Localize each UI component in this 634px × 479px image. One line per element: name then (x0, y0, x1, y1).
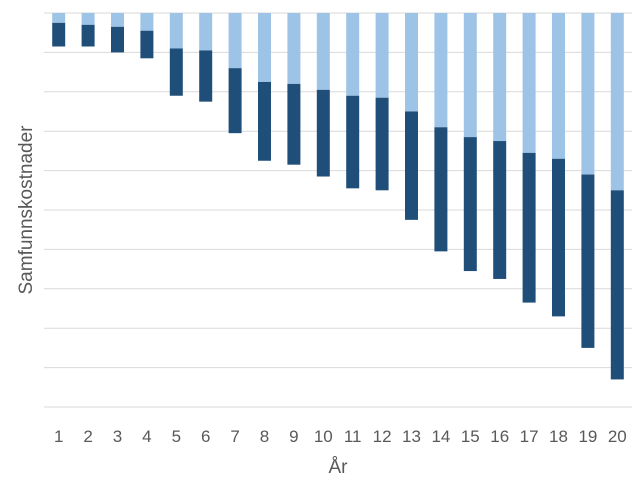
bar-series-1-year-20 (610, 13, 624, 191)
bar-series-2-year-13 (405, 111, 418, 220)
bar-series-2-year-5 (169, 48, 183, 96)
bar-series-1-year-11 (346, 13, 360, 96)
x-tick-label: 16 (490, 427, 509, 446)
bar-series-2-year-2 (81, 24, 95, 47)
bar-series-2-year-17 (522, 152, 536, 303)
x-tick-label: 2 (83, 427, 92, 446)
bar-series-1-year-12 (375, 13, 389, 98)
bar-series-1-year-9 (287, 13, 301, 84)
bar-series-1-year-7 (228, 13, 242, 69)
bar-series-2-year-18 (552, 158, 565, 317)
bars (52, 13, 624, 380)
bar-series-2-year-7 (228, 68, 242, 134)
x-tick-labels: 1 2 3 4 5 6 7 8 9 10 11 12 13 14 15 16 17 18 19 20 (54, 427, 627, 446)
bar-series-2-year-10 (316, 89, 330, 177)
bar-series-1-year-6 (199, 13, 213, 51)
x-tick-label: 15 (461, 427, 480, 446)
bar-series-1-year-18 (552, 13, 565, 159)
x-tick-label: 19 (578, 427, 597, 446)
bar-series-2-year-15 (463, 137, 477, 272)
bar-series-1-year-15 (463, 13, 477, 138)
bar-series-2-year-12 (375, 97, 389, 191)
bar-series-2-year-1 (52, 22, 66, 47)
x-tick-label: 13 (402, 427, 421, 446)
gridlines (44, 12, 632, 408)
bar-series-2-year-6 (199, 50, 213, 102)
x-tick-label: 5 (172, 427, 181, 446)
y-axis-title: Samfunnskostnader (16, 125, 37, 295)
x-tick-label: 10 (314, 427, 333, 446)
x-tick-label: 1 (54, 427, 63, 446)
x-tick-label: 12 (373, 427, 392, 446)
bar-series-1-year-19 (581, 13, 595, 175)
x-tick-label: 18 (549, 427, 568, 446)
bar-series-2-year-19 (581, 174, 595, 348)
bar-series-2-year-20 (610, 190, 624, 380)
bar-series-1-year-16 (493, 13, 507, 142)
bar-series-1-year-14 (434, 13, 448, 128)
x-tick-label: 20 (608, 427, 627, 446)
x-tick-label: 11 (344, 427, 362, 446)
bar-series-2-year-14 (434, 127, 448, 252)
x-axis-title: År (329, 457, 349, 478)
bar-series-2-year-9 (287, 83, 301, 165)
bar-series-1-year-4 (140, 13, 154, 31)
x-tick-label: 7 (230, 427, 239, 446)
bar-series-1-year-8 (258, 13, 271, 82)
x-tick-label: 3 (113, 427, 122, 446)
x-tick-label: 17 (520, 427, 539, 446)
bar-series-2-year-4 (140, 30, 154, 59)
x-tick-label: 8 (260, 427, 269, 446)
bar-series-1-year-1 (52, 13, 66, 23)
bar-series-1-year-5 (169, 13, 183, 49)
x-tick-label: 4 (142, 427, 151, 446)
x-tick-label: 9 (289, 427, 298, 446)
x-tick-label: 14 (431, 427, 450, 446)
x-tick-label: 6 (201, 427, 210, 446)
bar-series-1-year-2 (81, 13, 95, 25)
bar-series-1-year-3 (111, 13, 124, 27)
bar-series-1-year-13 (405, 13, 418, 112)
bar-series-2-year-11 (346, 95, 360, 189)
bar-series-1-year-10 (316, 13, 330, 90)
bar-series-2-year-8 (258, 81, 271, 161)
bar-series-2-year-16 (493, 141, 507, 279)
bar-series-2-year-3 (111, 26, 124, 53)
bar-series-1-year-17 (522, 13, 536, 153)
